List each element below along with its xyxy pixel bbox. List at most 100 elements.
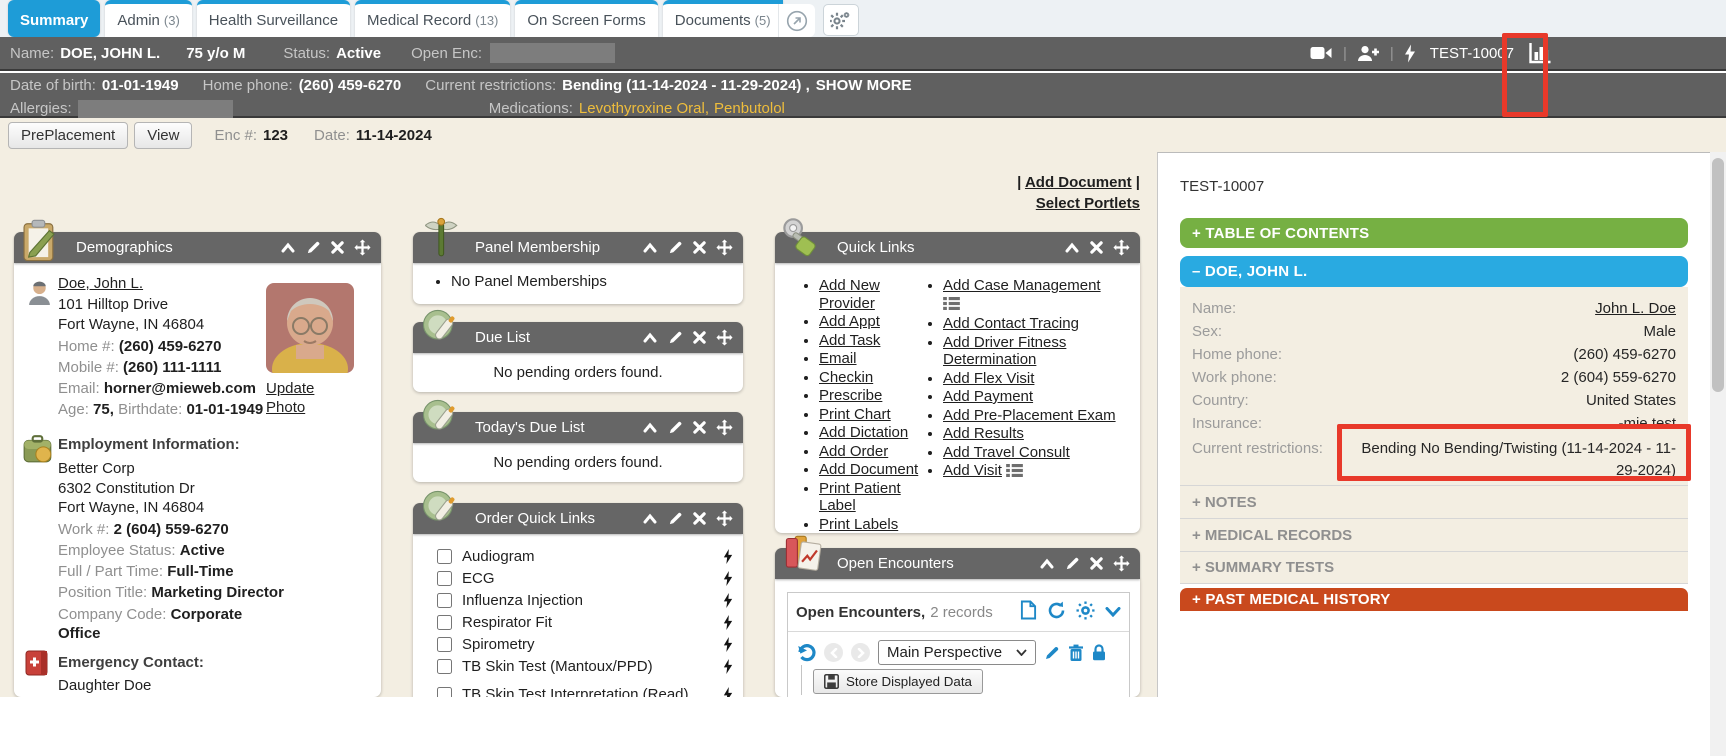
quick-link[interactable]: Add Visit [943,462,1002,479]
order-bolt-icon[interactable] [723,592,733,608]
sidebar-section-medical-records[interactable]: + MEDICAL RECORDS [1180,518,1688,551]
tab-summary[interactable]: Summary [8,0,101,37]
quick-link[interactable]: Add Contact Tracing [943,315,1079,332]
edit-pencil-icon[interactable] [1065,556,1080,571]
sidebar-section-summary-tests[interactable]: + SUMMARY TESTS [1180,551,1688,584]
sidebar-section-notes[interactable]: + NOTES [1180,485,1688,518]
sidebar-section-past-medical-history[interactable]: + PAST MEDICAL HISTORY [1180,588,1688,611]
refresh-icon[interactable] [1047,601,1066,624]
order-bolt-icon[interactable] [723,686,733,702]
prev-page-icon[interactable] [824,643,843,662]
quick-link[interactable]: Add Order [819,442,889,460]
move-icon[interactable] [716,329,733,346]
move-icon[interactable] [1113,555,1130,572]
quick-link[interactable]: Add New Provider [819,277,880,312]
edit-pencil-icon[interactable] [668,240,683,255]
order-bolt-icon[interactable] [723,548,733,564]
list-icon[interactable] [943,296,960,315]
collapse-icon[interactable] [642,421,658,435]
delete-trash-icon[interactable] [1068,644,1084,662]
collapse-icon[interactable] [1064,241,1080,255]
add-person-icon[interactable] [1357,45,1380,62]
quick-link[interactable]: Add Case Management [943,277,1101,294]
order-checkbox[interactable] [437,570,452,586]
move-icon[interactable] [354,239,371,256]
quick-action-bolt-icon[interactable] [1404,44,1416,63]
edit-pencil-icon[interactable] [668,511,683,526]
close-icon[interactable] [693,241,706,254]
list-icon[interactable] [1006,464,1023,482]
edit-pencil-icon[interactable] [1044,645,1060,661]
next-page-icon[interactable] [851,643,870,662]
settings-gears-icon[interactable] [822,4,859,36]
collapse-icon[interactable] [642,512,658,526]
quick-link[interactable]: Add Travel Consult [943,443,1070,461]
patient-name-link[interactable]: Doe, John L. [58,275,144,292]
collapse-icon[interactable] [642,241,658,255]
collapse-icon[interactable] [642,331,658,345]
close-icon[interactable] [693,331,706,344]
order-checkbox[interactable] [437,636,452,652]
medication-link[interactable]: Levothyroxine Oral [578,100,705,117]
quick-link[interactable]: Add Task [819,331,881,349]
close-icon[interactable] [1090,557,1103,570]
view-button[interactable]: View [134,121,193,149]
quick-link[interactable]: Checkin [819,368,874,386]
move-icon[interactable] [716,239,733,256]
tab-medical-record[interactable]: Medical Record (13) [355,0,511,37]
edit-pencil-icon[interactable] [668,420,683,435]
close-icon[interactable] [1090,241,1103,254]
video-camera-icon[interactable] [1310,45,1333,61]
quick-link[interactable]: Add Results [943,425,1024,442]
quick-link[interactable]: Add Appt [819,313,880,330]
close-icon[interactable] [693,512,706,525]
patient-section-header[interactable]: – DOE, JOHN L. [1180,256,1688,287]
quick-link[interactable]: Add Pre-Placement Exam [943,406,1116,424]
collapse-icon[interactable] [1039,557,1055,571]
collapse-icon[interactable] [280,241,296,255]
preplacement-button[interactable]: PrePlacement [8,121,129,149]
new-document-icon[interactable] [1020,600,1037,624]
undo-icon[interactable] [796,643,816,662]
patient-name-link[interactable]: John L. Doe [1595,300,1676,317]
order-checkbox[interactable] [437,614,452,630]
perspective-select[interactable]: Main Perspective [878,640,1037,665]
close-icon[interactable] [331,241,344,254]
open-in-new-window-icon[interactable] [777,4,815,37]
order-bolt-icon[interactable] [723,636,733,652]
quick-link[interactable]: Add Driver Fitness Determination [943,333,1067,369]
quick-link[interactable]: Print Chart [819,405,891,423]
tab-on-screen-forms[interactable]: On Screen Forms [515,0,658,37]
quick-link[interactable]: Prescribe [819,387,883,404]
quick-link[interactable]: Add Document [819,461,919,478]
add-document-link[interactable]: Add Document [1024,174,1132,191]
order-checkbox[interactable] [437,592,452,608]
close-icon[interactable] [693,421,706,434]
order-bolt-icon[interactable] [723,658,733,674]
move-icon[interactable] [716,419,733,436]
show-more-link[interactable]: SHOW MORE [815,77,912,94]
scrollbar-thumb[interactable] [1712,158,1724,392]
move-icon[interactable] [1113,239,1130,256]
select-portlets-link[interactable]: Select Portlets [1035,195,1140,212]
order-bolt-icon[interactable] [723,570,733,586]
quick-link[interactable]: Add Payment [943,388,1034,405]
edit-pencil-icon[interactable] [668,330,683,345]
order-checkbox[interactable] [437,548,452,564]
store-displayed-data-button[interactable]: Store Displayed Data [813,669,983,694]
quick-link[interactable]: Print Patient Label [819,479,901,515]
order-bolt-icon[interactable] [723,614,733,630]
tab-documents[interactable]: Documents (5) [662,0,783,37]
gear-icon[interactable] [1076,600,1095,624]
table-of-contents-section[interactable]: + TABLE OF CONTENTS [1180,218,1688,248]
chevron-down-icon[interactable] [1105,604,1121,621]
medication-link[interactable]: Penbutolol [714,100,785,117]
quick-link[interactable]: Add Dictation [819,424,909,441]
tab-health-surveillance[interactable]: Health Surveillance [196,0,351,37]
update-photo-link[interactable]: Update Photo [266,380,315,416]
quick-link[interactable]: Print Labels [819,515,899,533]
lock-icon[interactable] [1092,644,1106,661]
move-icon[interactable] [716,510,733,527]
quick-link[interactable]: Add Flex Visit [943,369,1035,387]
tab-admin[interactable]: Admin (3) [105,0,192,37]
